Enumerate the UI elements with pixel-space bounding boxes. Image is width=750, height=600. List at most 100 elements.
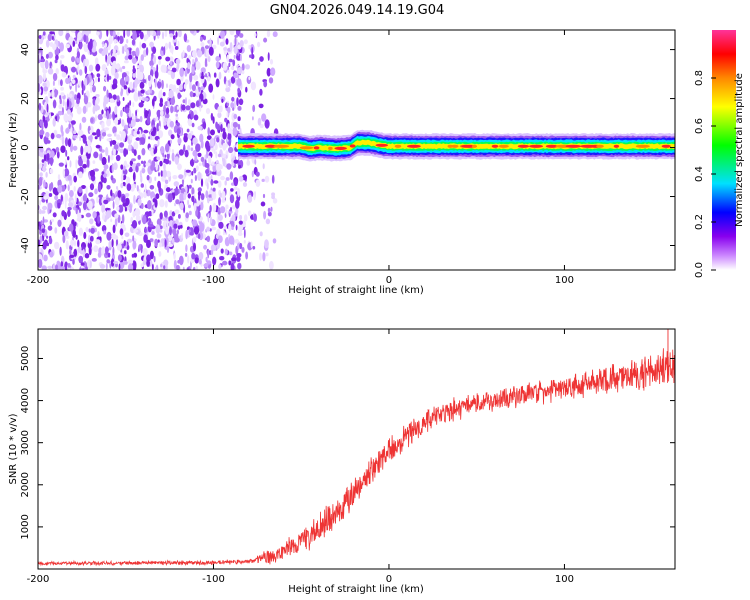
noise-blob bbox=[237, 116, 241, 122]
noise-blob bbox=[252, 246, 256, 250]
signal-peak bbox=[264, 144, 277, 148]
noise-blob bbox=[171, 152, 175, 162]
noise-blob bbox=[39, 172, 43, 177]
x-tick-label: -200 bbox=[27, 574, 50, 585]
noise-blob bbox=[174, 209, 180, 214]
noise-blob bbox=[213, 180, 219, 184]
noise-blob bbox=[159, 212, 163, 220]
noise-blob bbox=[125, 149, 128, 155]
noise-blob bbox=[268, 77, 274, 84]
noise-blob bbox=[122, 65, 126, 70]
noise-blob bbox=[233, 113, 238, 120]
colorbar-tick-label: 0.4 bbox=[694, 166, 705, 182]
noise-blob bbox=[67, 209, 71, 217]
noise-blob bbox=[160, 146, 164, 154]
noise-blob bbox=[149, 250, 154, 260]
noise-blob bbox=[160, 109, 164, 118]
noise-blob bbox=[156, 156, 161, 161]
noise-blob bbox=[232, 59, 236, 67]
noise-blob bbox=[92, 132, 97, 136]
noise-blob bbox=[132, 171, 136, 182]
noise-blob bbox=[170, 134, 175, 140]
noise-blob bbox=[236, 256, 241, 262]
noise-blob bbox=[135, 47, 140, 57]
noise-blob bbox=[159, 229, 163, 233]
noise-blob bbox=[206, 72, 209, 77]
noise-blob bbox=[191, 252, 196, 260]
noise-blob bbox=[164, 42, 169, 51]
noise-blob bbox=[245, 251, 249, 260]
noise-blob bbox=[165, 113, 170, 119]
noise-blob bbox=[113, 132, 117, 137]
noise-blob bbox=[76, 36, 80, 45]
noise-blob bbox=[82, 163, 87, 169]
noise-blob bbox=[164, 200, 168, 208]
noise-blob bbox=[195, 61, 201, 70]
noise-blob bbox=[60, 54, 65, 59]
noise-blob bbox=[124, 206, 127, 212]
noise-blob bbox=[224, 180, 227, 186]
noise-blob bbox=[149, 60, 155, 67]
noise-blob bbox=[241, 246, 245, 253]
noise-blob bbox=[103, 164, 109, 170]
noise-blob bbox=[188, 184, 192, 189]
noise-blob bbox=[200, 42, 205, 47]
noise-blob bbox=[101, 156, 107, 166]
noise-blob bbox=[239, 53, 242, 62]
noise-blob bbox=[218, 129, 221, 134]
noise-blob bbox=[206, 226, 211, 232]
noise-blob bbox=[112, 48, 116, 54]
noise-blob bbox=[66, 109, 71, 115]
noise-blob bbox=[235, 208, 239, 214]
noise-blob bbox=[103, 230, 107, 235]
noise-blob bbox=[43, 71, 46, 82]
noise-blob bbox=[168, 41, 172, 49]
noise-blob bbox=[72, 229, 76, 238]
noise-blob bbox=[228, 139, 232, 147]
noise-blob bbox=[191, 64, 195, 75]
x-tick-label: 100 bbox=[555, 574, 574, 585]
y-tick-label: 20 bbox=[20, 92, 31, 105]
noise-blob bbox=[211, 161, 215, 165]
noise-blob bbox=[48, 193, 53, 197]
noise-blob bbox=[192, 236, 197, 243]
noise-blob bbox=[45, 131, 50, 138]
noise-blob bbox=[92, 85, 96, 93]
noise-blob bbox=[272, 238, 277, 244]
noise-blob bbox=[177, 30, 182, 38]
noise-blob bbox=[41, 159, 45, 163]
noise-blob bbox=[169, 120, 174, 128]
colorbar-label: Normalized spectral amplitude bbox=[734, 73, 745, 227]
noise-blob bbox=[117, 254, 122, 262]
noise-blob bbox=[190, 102, 196, 109]
noise-blob bbox=[42, 82, 47, 87]
noise-blob bbox=[184, 149, 189, 158]
noise-blob bbox=[226, 163, 232, 170]
noise-blob bbox=[106, 185, 111, 190]
noise-blob bbox=[237, 232, 243, 236]
noise-blob bbox=[170, 70, 176, 80]
noise-blob bbox=[197, 152, 202, 157]
noise-blob bbox=[163, 265, 166, 270]
noise-blob bbox=[75, 159, 78, 169]
noise-blob bbox=[169, 61, 173, 66]
noise-blob bbox=[45, 53, 49, 59]
noise-blob bbox=[236, 97, 239, 107]
noise-blob bbox=[198, 259, 202, 265]
noise-blob bbox=[243, 239, 246, 244]
noise-blob bbox=[79, 42, 83, 50]
noise-blob bbox=[39, 129, 45, 136]
noise-blob bbox=[252, 116, 254, 121]
noise-blob bbox=[190, 112, 193, 117]
noise-blob bbox=[123, 148, 127, 157]
noise-blob bbox=[81, 155, 87, 160]
noise-blob bbox=[184, 79, 189, 85]
noise-blob bbox=[182, 99, 186, 104]
noise-blob bbox=[44, 60, 49, 70]
noise-blob bbox=[198, 162, 202, 166]
noise-blob bbox=[125, 81, 129, 85]
noise-blob bbox=[89, 169, 96, 177]
noise-blob bbox=[78, 129, 84, 136]
noise-blob bbox=[67, 138, 72, 148]
noise-blob bbox=[110, 258, 115, 267]
